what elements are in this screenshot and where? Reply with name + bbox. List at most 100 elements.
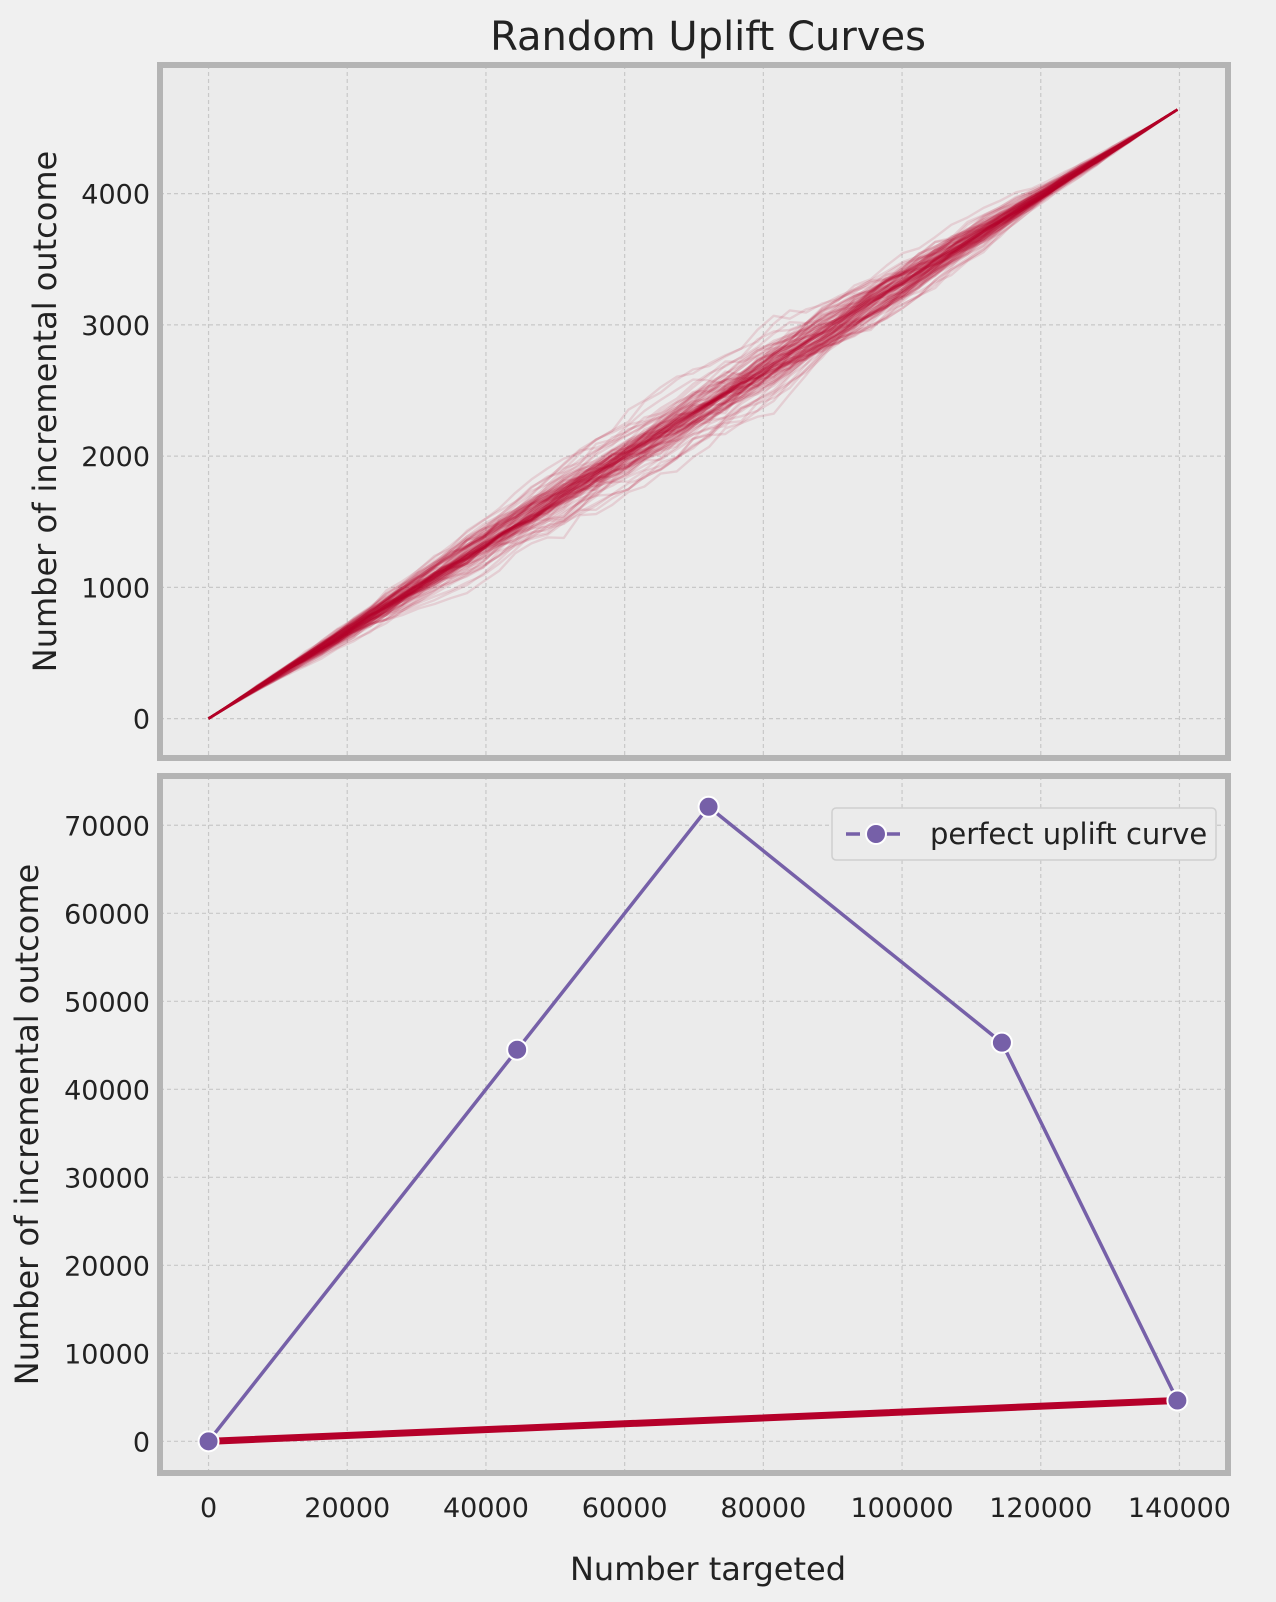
random-curve-9 [207,108,1179,720]
random-curve-93 [207,108,1179,720]
random-curve-59 [207,108,1179,720]
random-curve-80 [207,108,1179,720]
random-curve-13 [207,108,1179,720]
random-curve-26 [207,108,1179,720]
random-curve-41 [207,108,1179,720]
legend: perfect uplift curve [831,807,1217,861]
random-curve-94 [207,108,1179,720]
random-curve-42 [207,108,1179,720]
random-curve-87 [207,108,1179,720]
random-curve-15 [207,108,1179,720]
random-curve-mean [207,108,1179,720]
y-tick-label: 70000 [64,811,150,842]
random-curve-50 [207,108,1179,720]
random-curve-36 [207,108,1179,720]
random-baseline-line [205,1396,1181,1445]
random-curve-45 [207,108,1179,720]
random-curve-77 [207,108,1179,720]
random-curve-11 [207,108,1179,720]
random-uplift-curves [207,108,1179,720]
random-curve-28 [207,108,1179,720]
perfect-uplift-point [506,1038,529,1061]
legend-entry-perfect-uplift-curve: perfect uplift curve [930,817,1207,851]
random-curve-21 [207,108,1179,720]
random-curve-7 [207,108,1179,720]
random-curve-82 [207,108,1179,720]
random-curve-62 [207,108,1179,720]
bottom-series [197,795,1189,1453]
bottom-plot-frame [157,773,1231,1476]
random-curve-23 [207,108,1179,720]
random-curve-67 [207,108,1179,720]
random-curve-74 [207,108,1179,720]
random-curve-14 [207,108,1179,720]
random-curve-3 [207,108,1179,720]
y-tick-label: 2000 [81,442,150,473]
x-tick-label: 0 [200,1493,217,1524]
random-curve-56 [207,108,1179,720]
random-curve-89 [207,108,1179,720]
random-curve-5 [207,108,1179,720]
y-tick-label: 0 [133,705,150,736]
x-axis-label: Number targeted [570,1550,846,1588]
x-tick-label: 100000 [851,1493,954,1524]
random-curve-18 [207,108,1179,720]
random-curve-17 [207,108,1179,720]
random-curve-53 [207,108,1179,720]
random-curve-37 [207,108,1179,720]
random-curve-60 [207,108,1179,720]
y-tick-label: 10000 [64,1339,150,1370]
top-y-tick-labels: 0 1000 2000 3000 4000 [81,180,150,736]
x-tick-label: 80000 [720,1493,806,1524]
bottom-y-axis-label: Number of incremental outcome [8,864,46,1385]
random-curve-61 [207,108,1179,720]
random-curve-30 [207,108,1179,720]
random-curve-16 [207,108,1179,720]
x-tick-label: 140000 [1128,1493,1231,1524]
random-curve-10 [207,108,1179,720]
random-curve-49 [207,108,1179,720]
random-curve-8 [207,108,1179,720]
random-curve-68 [207,108,1179,720]
random-curve-43 [207,108,1179,720]
random-curve-57 [207,108,1179,720]
random-curve-64 [207,108,1179,720]
x-tick-label: 120000 [989,1493,1092,1524]
y-tick-label: 0 [133,1427,150,1458]
y-tick-label: 40000 [64,1075,150,1106]
random-curve-75 [207,108,1179,720]
chart-title: Random Uplift Curves [490,14,926,60]
bottom-plot-area [160,776,1228,1473]
random-curve-33 [207,108,1179,720]
random-curve-34 [207,108,1179,720]
random-curve-69 [207,108,1179,720]
random-curve-96 [207,108,1179,720]
y-tick-label: 60000 [64,899,150,930]
random-curve-38 [207,108,1179,720]
random-curve-91 [207,108,1179,720]
bottom-y-tick-labels: 0 10000 20000 30000 40000 50000 60000 70000 [64,811,150,1458]
random-curve-40 [207,108,1179,720]
random-curve-47 [207,108,1179,720]
random-curve-85 [207,108,1179,720]
random-curve-73 [207,108,1179,720]
random-curve-78 [207,108,1179,720]
random-curve-99 [207,108,1179,720]
y-tick-label: 20000 [64,1251,150,1282]
random-curve-51 [207,108,1179,720]
random-curve-44 [207,108,1179,720]
y-tick-label: 3000 [81,311,150,342]
perfect-uplift-point [990,1031,1013,1054]
x-tick-labels: 0 20000 40000 60000 80000 100000 120000 140000 [200,1493,1231,1524]
random-curve-32 [207,108,1179,720]
perfect-uplift-point [197,1430,220,1453]
random-curve-19 [207,108,1179,720]
random-curve-54 [207,108,1179,720]
random-curve-2 [207,108,1179,720]
random-curve-70 [207,108,1179,720]
random-curve-39 [207,108,1179,720]
random-curve-12 [207,108,1179,720]
random-curve-22 [207,108,1179,720]
random-curve-92 [207,108,1179,720]
random-curve-95 [207,108,1179,720]
